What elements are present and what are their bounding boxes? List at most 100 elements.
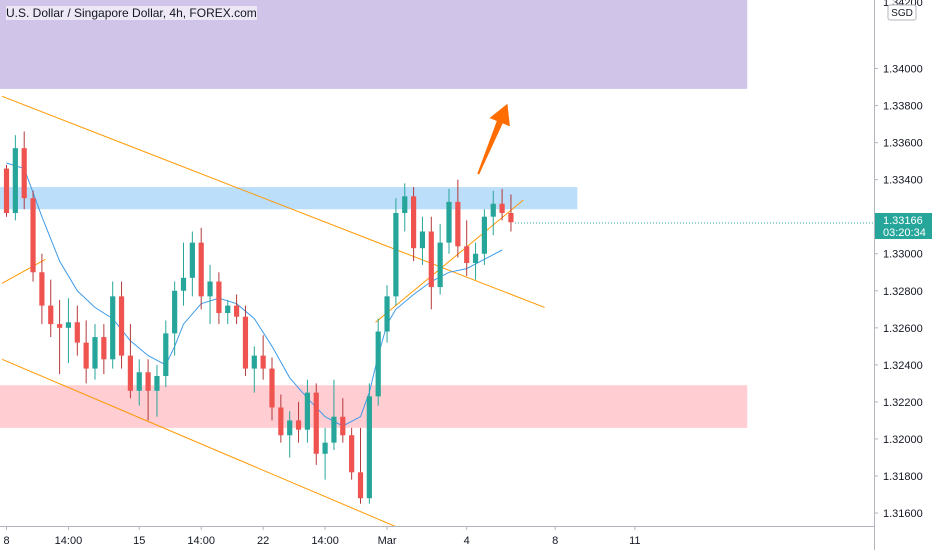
candle — [234, 294, 240, 325]
candle — [419, 216, 426, 265]
candle — [83, 320, 89, 384]
candle — [411, 187, 417, 262]
candle — [322, 427, 328, 480]
x-tick-label: 8 — [552, 535, 558, 547]
candle-body — [163, 333, 169, 376]
candle-body — [375, 331, 381, 397]
candle-body — [499, 203, 505, 213]
moving-average-layer — [6, 162, 503, 427]
candle-body — [322, 442, 328, 454]
candle — [74, 305, 80, 356]
candle — [349, 427, 355, 480]
y-tick-label: 1.32800 — [883, 286, 923, 298]
candle — [216, 272, 222, 325]
candle-body — [472, 253, 479, 263]
candle — [331, 379, 337, 451]
arrow-layer — [477, 103, 510, 175]
candle — [172, 281, 178, 356]
price-axis-background — [874, 0, 932, 550]
candle-body — [57, 324, 63, 328]
candle-body — [145, 372, 151, 391]
candle-body — [428, 231, 434, 288]
candle — [464, 220, 470, 276]
candle-body — [101, 337, 107, 360]
candle — [242, 305, 249, 376]
x-tick-label: 14:00 — [55, 535, 83, 547]
candle — [12, 135, 18, 221]
candle — [154, 364, 160, 417]
y-tick-label: 1.33800 — [883, 101, 923, 113]
candle-body — [154, 375, 160, 391]
candle — [340, 398, 346, 443]
candle-body — [189, 242, 195, 278]
candle-body — [127, 355, 133, 391]
candle — [48, 279, 54, 338]
candle-body — [92, 337, 98, 369]
candle-body — [349, 435, 355, 473]
trendlines-layer — [1, 95, 545, 533]
candle-body — [384, 296, 390, 332]
y-tick-label: 1.34000 — [883, 64, 923, 76]
candle-body — [3, 168, 10, 213]
candle-body — [419, 231, 426, 249]
trendline-0 — [1, 95, 545, 308]
x-tick-label: 8 — [3, 535, 9, 547]
candle — [21, 131, 27, 210]
candle-body — [340, 416, 346, 436]
candle-body — [295, 420, 302, 430]
candle-body — [216, 281, 222, 314]
candle-body — [481, 216, 487, 254]
last-price-badge — [875, 212, 932, 239]
candle-body — [304, 392, 310, 430]
y-tick-label: 1.31800 — [883, 471, 923, 483]
candle-body — [118, 296, 125, 356]
candle-body — [357, 472, 364, 499]
candle-body — [402, 196, 408, 213]
x-tick-label: 15 — [133, 535, 145, 547]
candle — [508, 194, 514, 232]
y-tick-label: 1.33400 — [883, 175, 923, 187]
candle — [384, 285, 390, 343]
candle — [163, 320, 169, 388]
trendline-1 — [1, 258, 46, 284]
candle — [278, 394, 284, 443]
candle — [136, 359, 142, 406]
candle — [3, 164, 10, 217]
x-tick-label: 4 — [464, 535, 470, 547]
candle-body — [225, 305, 231, 314]
candle — [92, 324, 98, 380]
candle-body — [198, 242, 204, 297]
zone-support — [0, 385, 748, 428]
candle-body — [136, 372, 142, 391]
candle-body — [12, 148, 18, 213]
candle — [180, 242, 187, 306]
candle — [366, 383, 372, 504]
candle-body — [287, 420, 293, 436]
time-axis-background — [0, 526, 932, 550]
zone-resistance — [0, 187, 578, 210]
trendline-3 — [375, 199, 524, 323]
zones-layer — [0, 0, 748, 428]
candle — [446, 188, 452, 254]
currency-label: SGD — [891, 8, 913, 19]
candle — [357, 427, 364, 504]
last-price-value: 1.33166 — [883, 215, 923, 227]
candle-body — [393, 212, 399, 297]
candle — [313, 383, 319, 465]
candle-body — [251, 355, 257, 369]
candle-body — [411, 196, 417, 249]
x-tick-label: 22 — [257, 535, 269, 547]
candle-body — [331, 416, 337, 443]
candle — [490, 190, 496, 236]
moving-average-line — [6, 162, 503, 427]
candle — [287, 411, 293, 458]
candle — [499, 188, 505, 221]
candle-body — [65, 322, 72, 328]
candle — [304, 379, 310, 443]
y-tick-label: 1.33000 — [883, 249, 923, 261]
candle-body — [313, 392, 319, 454]
candle-body — [74, 322, 80, 343]
candle-body — [234, 305, 240, 317]
candle-body — [48, 305, 54, 325]
